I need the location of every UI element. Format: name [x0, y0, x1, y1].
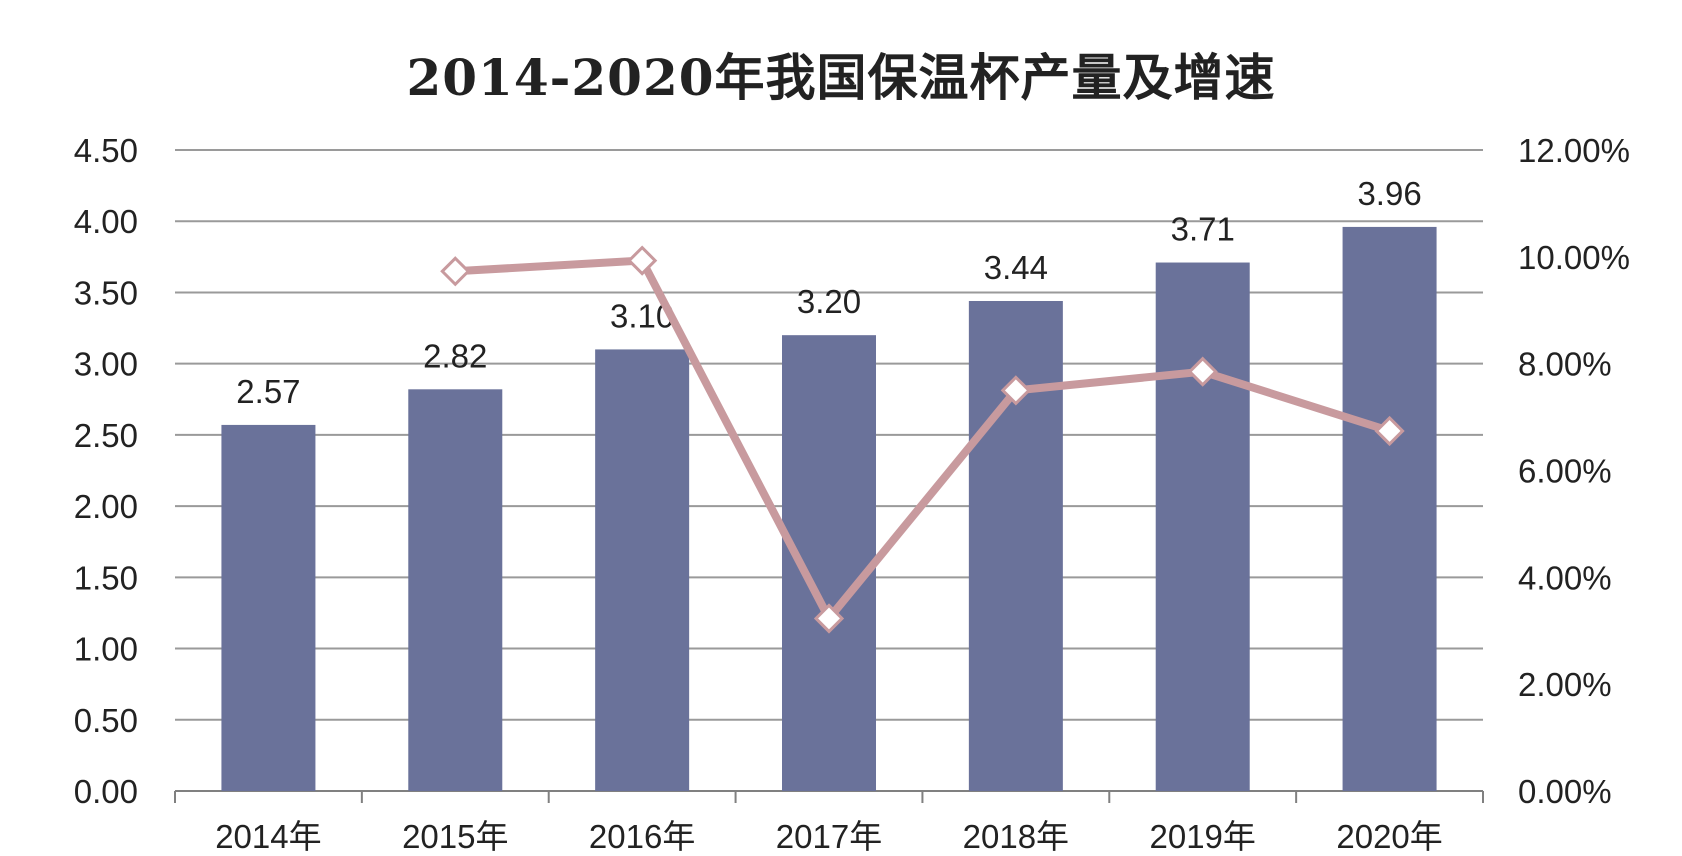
bar-data-label: 3.44 [984, 249, 1048, 286]
x-tick-label: 2020年 [1336, 818, 1442, 855]
y-left-tick-label: 0.00 [74, 773, 138, 810]
y-left-tick-label: 3.50 [74, 274, 138, 311]
bar-data-label: 2.82 [423, 337, 487, 374]
x-tick-label: 2019年 [1150, 818, 1256, 855]
line-point-marker [1000, 375, 1031, 406]
y-left-tick-label: 1.00 [74, 631, 138, 668]
y-right-tick-label: 6.00% [1518, 453, 1612, 490]
y-right-tick-label: 0.00% [1518, 773, 1612, 810]
line-point-marker [1187, 356, 1218, 387]
bar [1342, 226, 1437, 792]
y-right-tick-label: 2.00% [1518, 666, 1612, 703]
y-left-tick-label: 0.50 [74, 702, 138, 739]
bar-data-label: 3.96 [1357, 175, 1421, 212]
bar [408, 389, 503, 791]
y-right-tick-label: 8.00% [1518, 346, 1612, 383]
y-left-tick-label: 4.00 [74, 203, 138, 240]
y-left-tick-label: 1.50 [74, 559, 138, 596]
x-tick-label: 2017年 [776, 818, 882, 855]
bar [221, 424, 316, 791]
bar-data-label: 3.71 [1171, 211, 1235, 248]
line-point-marker [813, 603, 845, 634]
y-right-tick-label: 12.00% [1518, 132, 1630, 169]
growth-line [455, 256, 1391, 623]
bar [595, 349, 690, 791]
line-point-marker [627, 245, 658, 276]
y-left-tick-label: 2.00 [74, 488, 138, 525]
y-left-tick-label: 2.50 [74, 417, 138, 454]
chart-title: 2014-2020年我国保温杯产量及增速 [406, 48, 1276, 107]
line-point-marker [440, 256, 471, 287]
y-right-tick-label: 4.00% [1518, 559, 1612, 596]
bar-data-label: 3.20 [797, 283, 861, 320]
bar [968, 300, 1063, 791]
x-tick-label: 2015年 [402, 818, 508, 855]
x-tick-label: 2016年 [589, 818, 695, 855]
x-tick-label: 2018年 [963, 818, 1069, 855]
bar-data-label: 2.57 [236, 373, 300, 410]
y-right-tick-label: 10.00% [1518, 239, 1630, 276]
bar [1155, 262, 1250, 791]
line-point-marker [1374, 415, 1405, 447]
x-tick-label: 2014年 [215, 818, 321, 855]
y-left-tick-label: 4.50 [74, 132, 138, 169]
y-left-tick-label: 3.00 [74, 346, 138, 383]
